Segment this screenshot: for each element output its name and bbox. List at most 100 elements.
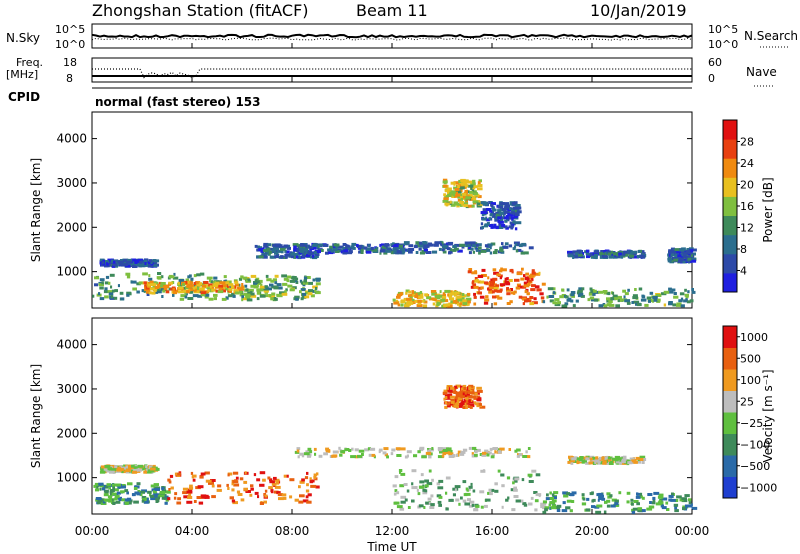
power-colorbar-label: Power [dB] — [761, 177, 775, 242]
cpid-text: normal (fast stereo) 153 — [95, 95, 261, 109]
velocity-data — [93, 384, 698, 514]
data-region-7 — [442, 178, 484, 209]
x-tick-label: 00:00 — [675, 524, 710, 538]
colorbar-segment — [723, 234, 737, 255]
data-region-10 — [467, 267, 546, 306]
data-region-4 — [442, 384, 486, 409]
data-region-1 — [167, 471, 320, 505]
colorbar-tick-label: −100 — [740, 438, 770, 451]
colorbar-segment — [723, 177, 737, 197]
y-tick-label: 4000 — [56, 338, 87, 352]
data-region-3 — [142, 280, 245, 295]
x-tick-label: 04:00 — [175, 524, 210, 538]
cpid-label: CPID — [8, 90, 40, 104]
colorbar-tick-label: −500 — [740, 460, 770, 473]
freq-unit-label: [MHz] — [6, 68, 38, 81]
x-axis: 00:00 04:00 08:00 12:00 16:00 20:00 00:00 — [75, 43, 710, 538]
colorbar-segment — [723, 253, 737, 274]
beam-title: Beam 11 — [356, 1, 428, 20]
noise-tick-right-bottom: 10^0 — [708, 38, 738, 51]
x-axis-label: Time UT — [366, 540, 417, 554]
data-region-9 — [392, 289, 472, 308]
cpid-panel: CPID normal (fast stereo) 153 — [8, 87, 692, 109]
data-region-1 — [99, 258, 160, 268]
colorbar-tick-label: 8 — [740, 243, 747, 256]
colorbar-segment — [723, 455, 737, 477]
power-y-axis: 1000 2000 3000 4000 — [56, 132, 692, 279]
freq-tick-bottom: 8 — [66, 72, 73, 85]
colorbar-tick-label: 28 — [740, 136, 754, 149]
nsky-label: N.Sky — [6, 31, 40, 45]
data-region-0 — [93, 482, 171, 505]
colorbar-tick-label: 500 — [740, 352, 761, 365]
colorbar-tick-label: 25 — [740, 395, 754, 408]
velocity-colorbar-label: Velocity [m s⁻¹] — [761, 369, 775, 462]
data-region-3 — [294, 446, 531, 459]
station-title: Zhongshan Station (fitACF) — [92, 1, 309, 20]
data-region-5 — [392, 469, 547, 512]
colorbar-tick-label: −25 — [740, 417, 763, 430]
colorbar-tick-label: 100 — [740, 374, 761, 387]
colorbar-tick-label: 12 — [740, 222, 754, 235]
noise-tick-left-top: 10^5 — [55, 23, 85, 36]
x-tick-label: 00:00 — [75, 524, 110, 538]
colorbar-segment — [723, 347, 737, 370]
colorbar-segment — [723, 412, 737, 434]
noise-tick-right-top: 10^5 — [708, 23, 738, 36]
freq-tick-top: 18 — [63, 56, 77, 69]
y-tick-label: 4000 — [56, 132, 87, 146]
y-tick-label: 3000 — [56, 176, 87, 190]
data-region-6 — [392, 240, 534, 255]
noise-panel: N.Sky 10^5 10^0 10^5 10^0 N.Search — [6, 23, 798, 51]
x-tick-label: 20:00 — [575, 524, 610, 538]
power-panel: 1000 2000 3000 4000 Slant Range [km] 4 8 12 16… — [29, 111, 775, 309]
colorbar-segment — [723, 369, 737, 391]
colorbar-segment — [723, 158, 737, 178]
data-region-2 — [99, 464, 160, 474]
colorbar-tick-label: −1000 — [740, 481, 777, 494]
freq-label: Freq. — [16, 56, 43, 69]
colorbar-segment — [723, 326, 737, 348]
colorbar-segment — [723, 120, 737, 140]
data-region-12 — [567, 249, 647, 260]
velocity-panel: 1000 2000 3000 4000 Slant Range [km] 1000 50… — [29, 317, 777, 515]
data-region-11 — [542, 287, 696, 308]
velocity-colorbar: 1000 500 100 25 −25 −100 −500 −1000 — [722, 325, 777, 499]
data-region-4 — [254, 242, 320, 260]
data-region-13 — [667, 247, 697, 264]
data-region-7 — [567, 455, 647, 466]
x-tick-label: 08:00 — [275, 524, 310, 538]
power-data — [92, 178, 697, 308]
data-region-8 — [480, 201, 522, 231]
colorbar-tick-label: 1000 — [740, 331, 768, 344]
colorbar-segment — [723, 390, 737, 413]
y-tick-label: 3000 — [56, 382, 87, 396]
nave-label: Nave — [746, 65, 777, 79]
nave-tick-bottom: 0 — [708, 72, 715, 85]
colorbar-tick-label: 16 — [740, 200, 754, 213]
colorbar-tick-label: 24 — [740, 157, 754, 170]
colorbar-segment — [723, 139, 737, 159]
date-title: 10/Jan/2019 — [590, 1, 687, 20]
colorbar-segment — [723, 196, 737, 216]
noise-search-line — [91, 37, 693, 41]
y-tick-label: 1000 — [56, 265, 87, 279]
y-tick-label: 2000 — [56, 426, 87, 440]
colorbar-segment — [723, 433, 737, 456]
y-tick-label: 2000 — [56, 220, 87, 234]
data-region-2 — [232, 274, 321, 302]
velocity-ylabel: Slant Range [km] — [29, 364, 43, 468]
freq-panel: Freq. [MHz] 18 8 60 0 Nave — [6, 56, 777, 87]
x-tick-label: 12:00 — [375, 524, 410, 538]
power-colorbar: 4 8 12 16 20 24 28 — [722, 119, 754, 293]
colorbar-segment — [723, 476, 737, 499]
colorbar-tick-label: 20 — [740, 179, 754, 192]
nave-line — [92, 68, 692, 79]
data-region-6 — [542, 491, 698, 514]
colorbar-segment — [723, 272, 737, 293]
velocity-y-axis: 1000 2000 3000 4000 — [56, 338, 692, 485]
colorbar-tick-label: 4 — [740, 265, 747, 278]
nsearch-label: N.Search — [744, 29, 798, 43]
colorbar-segment — [723, 215, 737, 236]
